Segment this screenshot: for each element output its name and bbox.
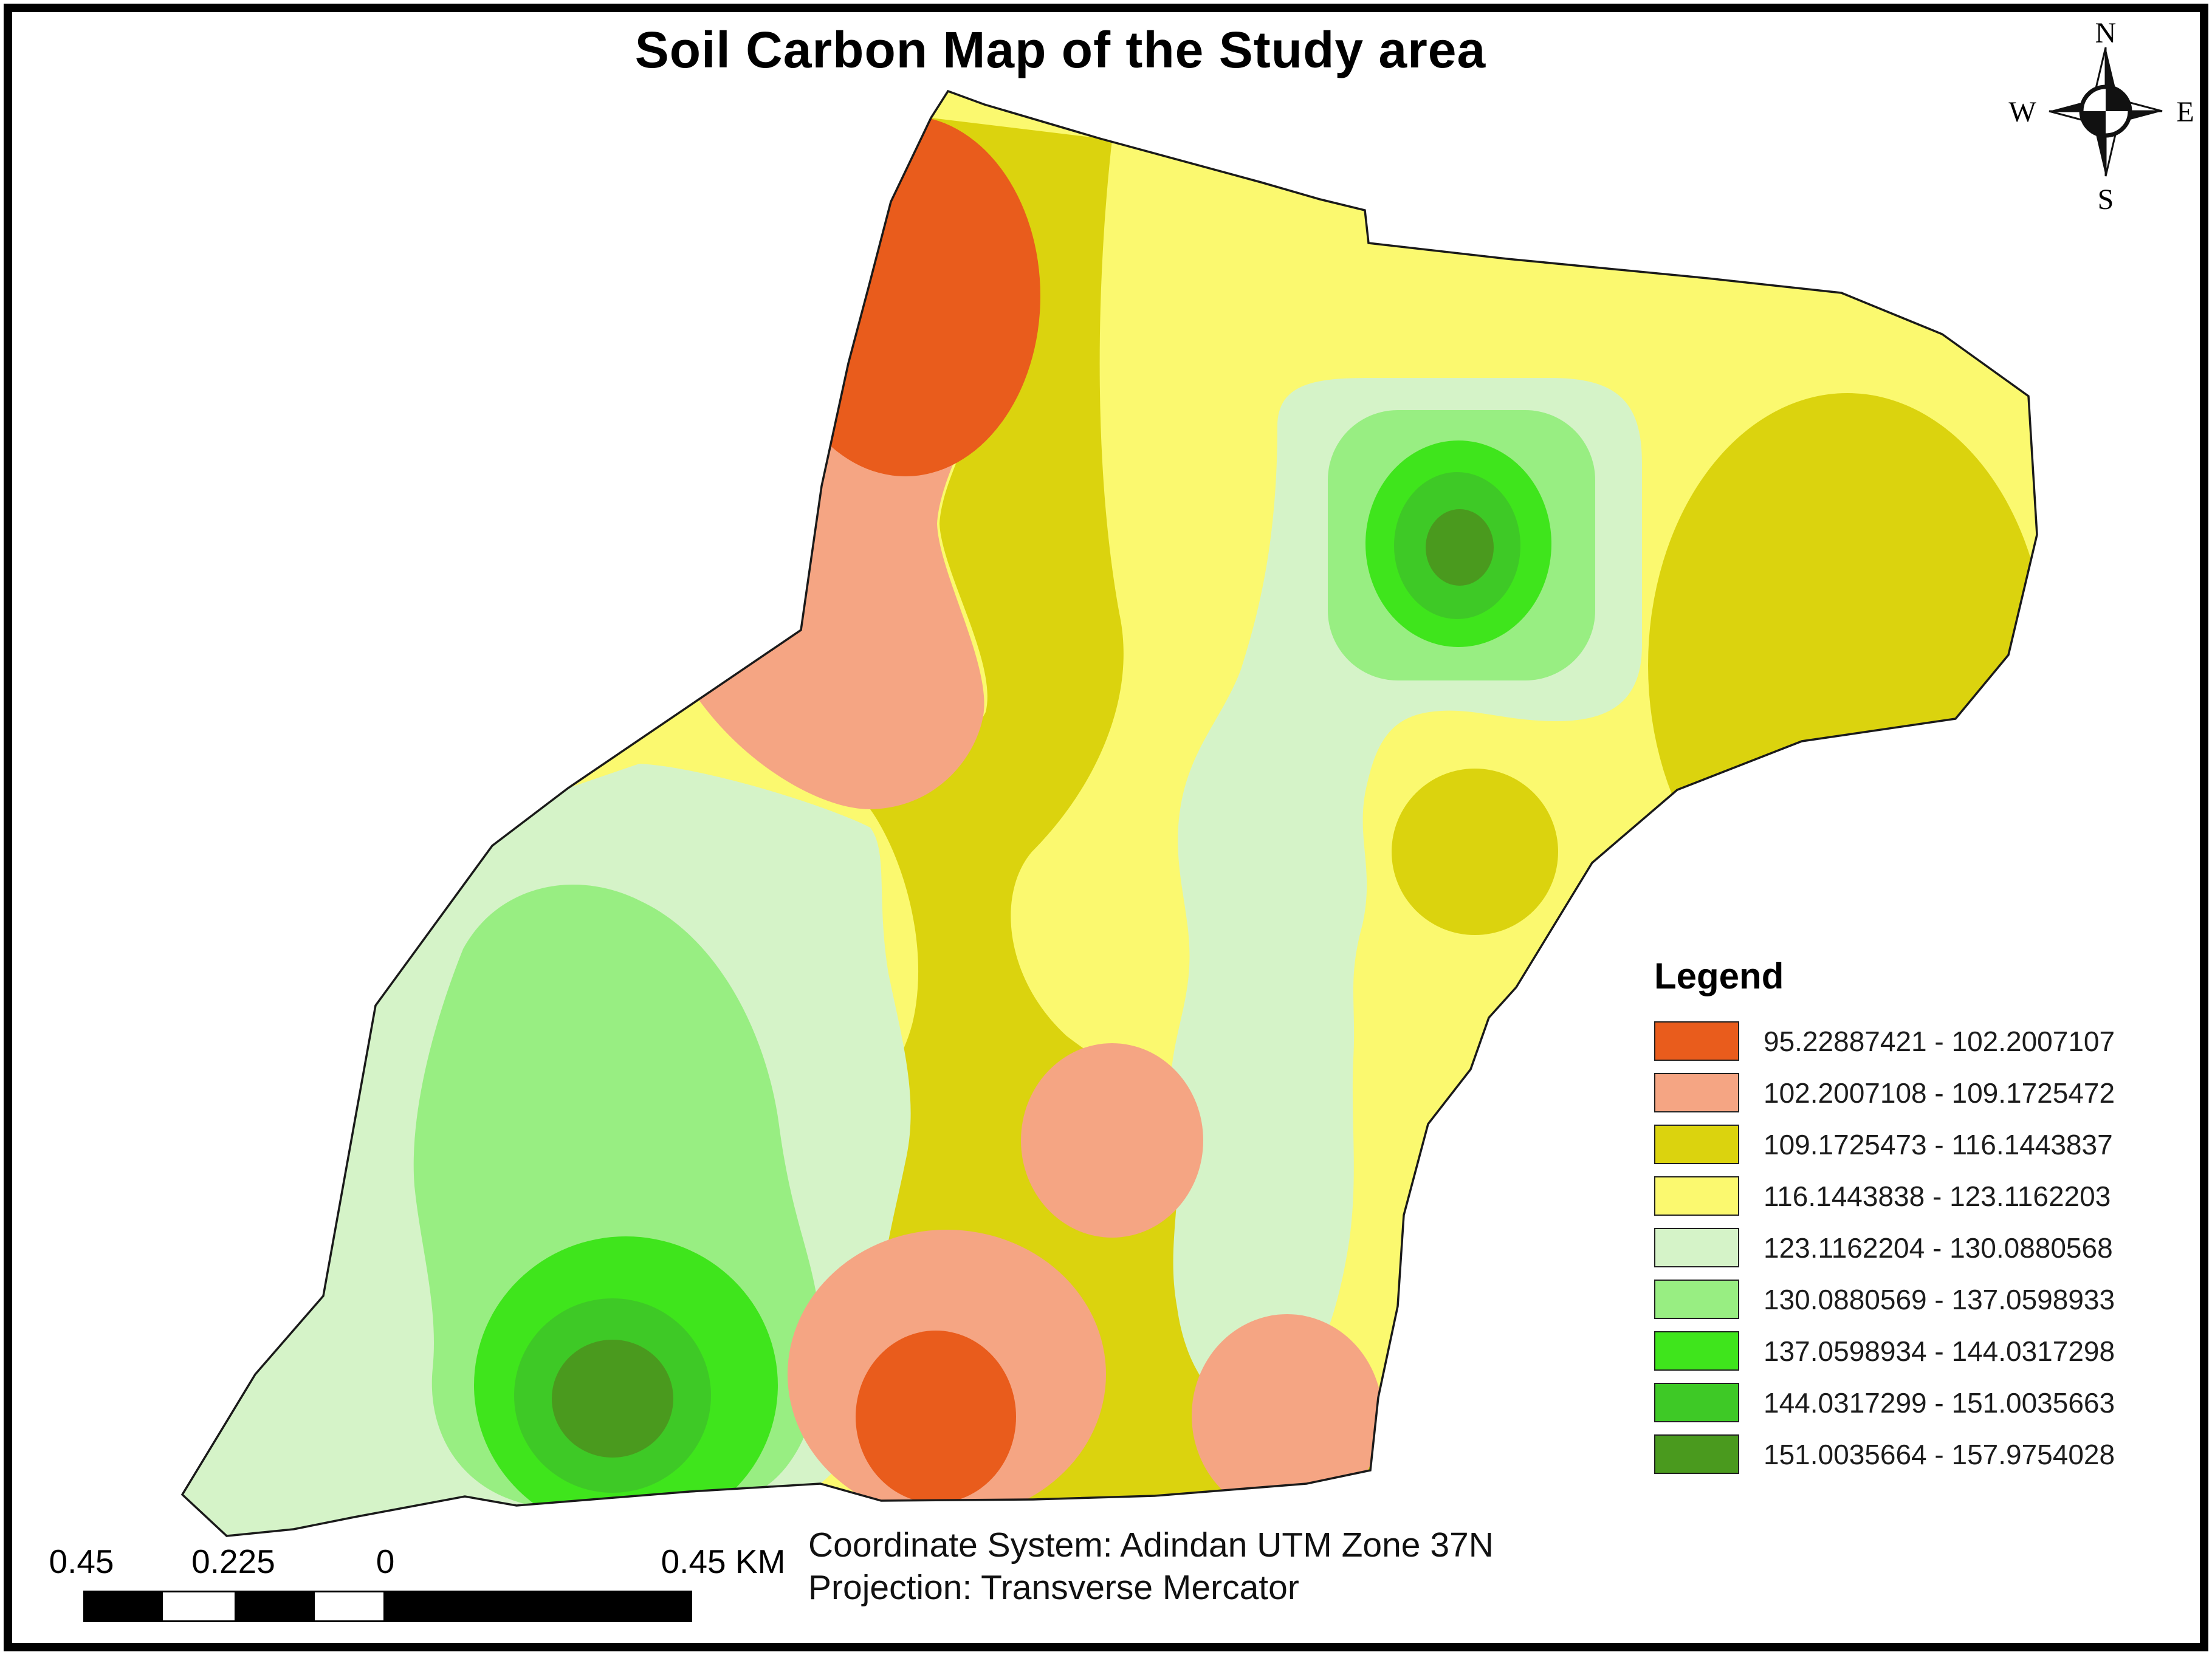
scale-bar-segment bbox=[313, 1591, 385, 1622]
legend-label-class4: 116.1443838 - 123.1162203 bbox=[1764, 1180, 2111, 1212]
region-darkgreen-ne-core bbox=[1426, 509, 1494, 586]
legend-label-class2: 102.2007108 - 109.1725472 bbox=[1764, 1077, 2115, 1109]
scale-bar-segment bbox=[236, 1591, 313, 1622]
legend-item: 130.0880569 - 137.0598933 bbox=[1654, 1280, 2115, 1319]
legend-swatch-class9 bbox=[1654, 1434, 1739, 1474]
legend-item: 144.0317299 - 151.0035663 bbox=[1654, 1383, 2115, 1422]
legend-swatch-class1 bbox=[1654, 1021, 1739, 1061]
scale-label-left: 0.45 bbox=[49, 1543, 114, 1580]
compass-north-label: N bbox=[2095, 17, 2117, 49]
legend-label-class9: 151.0035664 - 157.9754028 bbox=[1764, 1438, 2115, 1470]
legend-label-class6: 130.0880569 - 137.0598933 bbox=[1764, 1283, 2115, 1315]
legend-item: 123.1162204 - 130.0880568 bbox=[1654, 1228, 2115, 1267]
legend-swatch-class6 bbox=[1654, 1280, 1739, 1319]
legend-swatch-class8 bbox=[1654, 1383, 1739, 1422]
region-darkgreen-sw-core bbox=[552, 1340, 673, 1458]
legend-swatch-class5 bbox=[1654, 1228, 1739, 1267]
scale-label-zero: 0 bbox=[376, 1543, 395, 1580]
compass-rose-icon: N S W E bbox=[2008, 17, 2194, 216]
legend-title: Legend bbox=[1654, 956, 1784, 996]
legend-item: 151.0035664 - 157.9754028 bbox=[1654, 1434, 2115, 1474]
legend-label-class7: 137.0598934 - 144.0317298 bbox=[1764, 1335, 2115, 1367]
legend-item: 109.1725473 - 116.1443837 bbox=[1654, 1125, 2115, 1164]
projection-line: Projection: Transverse Mercator bbox=[808, 1568, 1299, 1607]
region-olive-small-circle bbox=[1392, 769, 1558, 935]
legend: Legend 95.22887421 - 102.2007107 102.200… bbox=[1654, 955, 2115, 1486]
legend-item: 116.1443838 - 123.1162203 bbox=[1654, 1176, 2115, 1216]
scale-label-mid: 0.225 bbox=[191, 1543, 275, 1580]
map-title: Soil Carbon Map of the Study area bbox=[634, 21, 1486, 78]
compass-east-label: E bbox=[2176, 96, 2194, 128]
study-area-boundary bbox=[180, 89, 2038, 1537]
coordinate-system-line: Coordinate System: Adindan UTM Zone 37N bbox=[808, 1526, 1494, 1564]
scale-label-right: 0.45 KM bbox=[661, 1543, 786, 1580]
coordinate-system-note: Coordinate System: Adindan UTM Zone 37N … bbox=[808, 1524, 1494, 1609]
scale-bar-segment bbox=[161, 1591, 236, 1622]
compass-south-label: S bbox=[2098, 183, 2114, 216]
legend-item: 95.22887421 - 102.2007107 bbox=[1654, 1021, 2115, 1061]
compass-west-label: W bbox=[2008, 96, 2036, 128]
legend-item: 102.2007108 - 109.1725472 bbox=[1654, 1073, 2115, 1112]
region-salmon-bottomright-circle bbox=[1192, 1314, 1382, 1517]
legend-swatch-class3 bbox=[1654, 1125, 1739, 1164]
scale-bar bbox=[83, 1591, 692, 1622]
region-salmon-mid-circle bbox=[1021, 1043, 1203, 1238]
legend-item: 137.0598934 - 144.0317298 bbox=[1654, 1331, 2115, 1371]
legend-swatch-class7 bbox=[1654, 1331, 1739, 1371]
region-olive-east-ellipse bbox=[1648, 393, 2037, 937]
legend-label-class1: 95.22887421 - 102.2007107 bbox=[1764, 1025, 2115, 1057]
legend-label-class3: 109.1725473 - 116.1443837 bbox=[1764, 1128, 2113, 1160]
legend-swatch-class2 bbox=[1654, 1073, 1739, 1112]
legend-label-class5: 123.1162204 - 130.0880568 bbox=[1764, 1232, 2113, 1264]
scale-bar-labels: 0.45 0.225 0 0.45 KM bbox=[0, 1542, 939, 1580]
region-orange-bottom-hotspot bbox=[856, 1331, 1016, 1503]
scale-bar-segment bbox=[83, 1591, 161, 1622]
legend-swatch-class4 bbox=[1654, 1176, 1739, 1216]
legend-label-class8: 144.0317299 - 151.0035663 bbox=[1764, 1386, 2115, 1419]
scale-bar-segment bbox=[385, 1591, 692, 1622]
